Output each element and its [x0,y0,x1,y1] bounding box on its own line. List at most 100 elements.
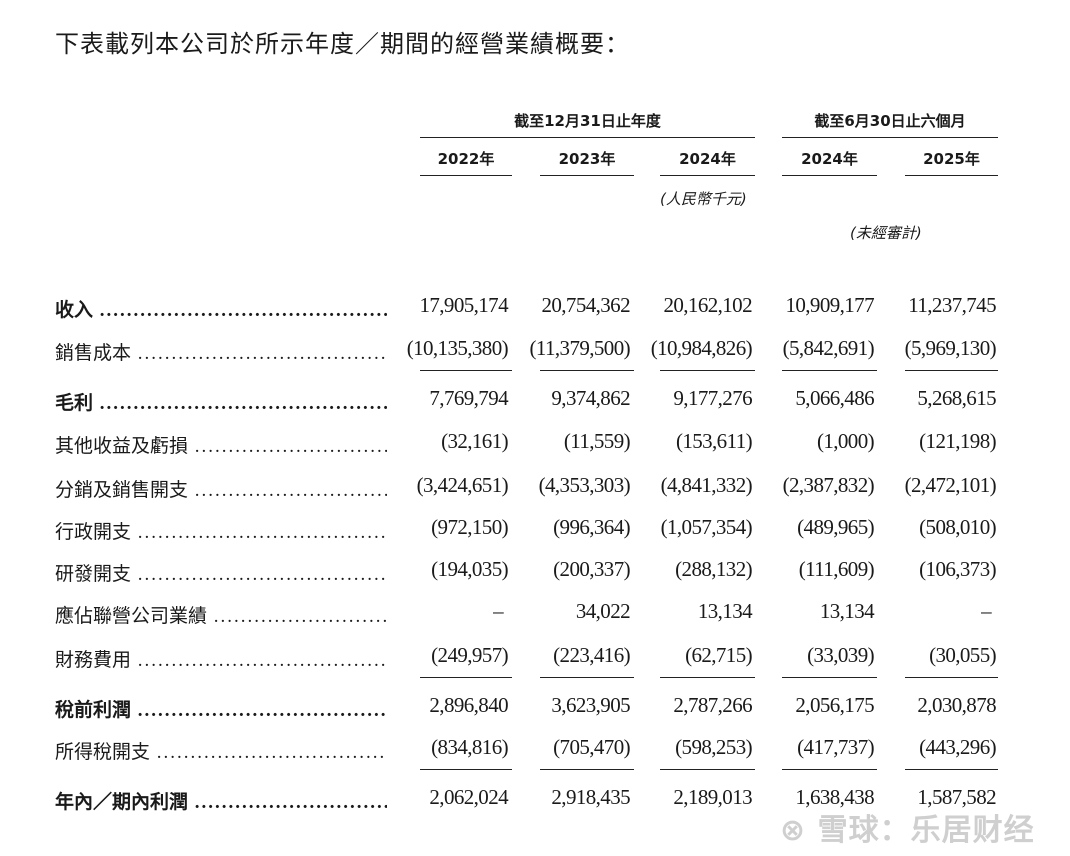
subtotal-rule [905,769,998,770]
subtotal-rule [905,677,998,678]
row-label: 其他收益及虧損 [55,431,387,458]
subtotal-rule [660,769,755,770]
header-year: 2022年 [420,148,512,176]
header-year: 2024年 [782,148,877,176]
cell-value: (111,609) [798,557,875,581]
subtotal-rule [905,370,998,371]
header-group-interim: 截至6月30日止六個月 [782,110,998,138]
cell-value: 9,374,862 [551,386,630,410]
table-row: 其他收益及虧損 (32,161) (11,559) (153,611) (1,000) (… [0,429,1070,459]
cell-value: (489,965) [797,515,874,539]
cell-value: (223,416) [553,643,630,667]
cell-value: – [493,599,504,623]
table-row: 毛利 7,769,794 9,374,862 9,177,276 5,066,486 5,… [0,386,1070,416]
cell-value: 2,030,878 [917,693,996,717]
cell-value: 2,896,840 [429,693,508,717]
subtotal-rule [782,769,877,770]
cell-value: 20,754,362 [541,293,630,317]
table-row: 行政開支 (972,150) (996,364) (1,057,354) (489,96… [0,515,1070,545]
cell-value: (4,841,332) [660,473,753,497]
cell-value: (106,373) [919,557,996,581]
cell-value: 11,237,745 [908,293,996,317]
row-label: 財務費用 [55,645,387,672]
cell-value: 9,177,276 [673,386,752,410]
cell-value: 13,134 [819,599,875,623]
cell-value: (30,055) [929,643,997,667]
table-row: 年內／期內利潤 2,062,024 2,918,435 2,189,013 1,638,… [0,785,1070,815]
cell-value: 3,623,905 [551,693,630,717]
table-row: 收入 17,905,174 20,754,362 20,162,102 10,909,1… [0,293,1070,323]
row-label: 銷售成本 [55,338,387,365]
subtotal-rule [420,677,512,678]
cell-value: (200,337) [553,557,630,581]
page-title: 下表載列本公司於所示年度／期間的經營業績概要： [55,30,630,58]
subtotal-rule [420,370,512,371]
unaudited-note: (未經審計) [850,224,922,242]
cell-value: 1,638,438 [795,785,874,809]
table-row: 研發開支 (194,035) (200,337) (288,132) (111,609)… [0,557,1070,587]
cell-value: (62,715) [685,643,753,667]
cell-value: (2,472,101) [904,473,997,497]
subtotal-rule [540,677,634,678]
subtotal-rule [782,677,877,678]
cell-value: 17,905,174 [419,293,508,317]
cell-value: (288,132) [675,557,752,581]
row-label: 毛利 [55,388,387,415]
cell-value: 1,587,582 [917,785,996,809]
cell-value: 5,268,615 [917,386,996,410]
cell-value: (32,161) [441,429,509,453]
row-label: 應佔聯營公司業績 [55,601,387,628]
cell-value: – [981,599,992,623]
subtotal-rule [540,370,634,371]
cell-value: (443,296) [919,735,996,759]
cell-value: 2,787,266 [673,693,752,717]
row-label: 年內／期內利潤 [55,787,387,814]
cell-value: 2,056,175 [795,693,874,717]
table-row: 所得稅開支 (834,816) (705,470) (598,253) (417,737… [0,735,1070,770]
cell-value: (972,150) [431,515,508,539]
cell-value: 13,134 [697,599,753,623]
header-year: 2024年 [660,148,755,176]
cell-value: 5,066,486 [795,386,874,410]
cell-value: 34,022 [575,599,631,623]
row-label: 收入 [55,295,387,322]
cell-value: (11,379,500) [529,336,630,360]
subtotal-rule [660,370,755,371]
cell-value: (11,559) [563,429,631,453]
cell-value: (5,842,691) [782,336,875,360]
cell-value: 2,918,435 [551,785,630,809]
table-row: 銷售成本 (10,135,380) (11,379,500) (10,984,826)… [0,336,1070,371]
cell-value: (705,470) [553,735,630,759]
cell-value: 7,769,794 [429,386,508,410]
watermark: ⊗ 雪球：乐居财经 [780,813,1035,848]
row-label: 所得稅開支 [55,737,387,764]
cell-value: 2,062,024 [429,785,508,809]
cell-value: (996,364) [553,515,630,539]
subtotal-rule [782,370,877,371]
cell-value: (3,424,651) [416,473,509,497]
header-year: 2023年 [540,148,634,176]
cell-value: (834,816) [431,735,508,759]
cell-value: (5,969,130) [904,336,997,360]
table-row: 稅前利潤 2,896,840 3,623,905 2,787,266 2,056,175… [0,693,1070,723]
header-year: 2025年 [905,148,998,176]
row-label: 稅前利潤 [55,695,387,722]
cell-value: (153,611) [675,429,753,453]
row-label: 研發開支 [55,559,387,586]
cell-value: (249,957) [431,643,508,667]
cell-value: (1,057,354) [660,515,753,539]
cell-value: (10,984,826) [650,336,753,360]
table-row: 分銷及銷售開支 (3,424,651) (4,353,303) (4,841,332)… [0,473,1070,503]
cell-value: (121,198) [919,429,996,453]
cell-value: (417,737) [797,735,874,759]
cell-value: 10,909,177 [785,293,874,317]
subtotal-rule [540,769,634,770]
cell-value: (508,010) [919,515,996,539]
cell-value: 20,162,102 [663,293,752,317]
cell-value: (2,387,832) [782,473,875,497]
cell-value: (33,039) [807,643,875,667]
table-row: 財務費用 (249,957) (223,416) (62,715) (33,039) (3… [0,643,1070,678]
row-label: 分銷及銷售開支 [55,475,387,502]
unit-note: (人民幣千元) [660,190,747,208]
subtotal-rule [660,677,755,678]
